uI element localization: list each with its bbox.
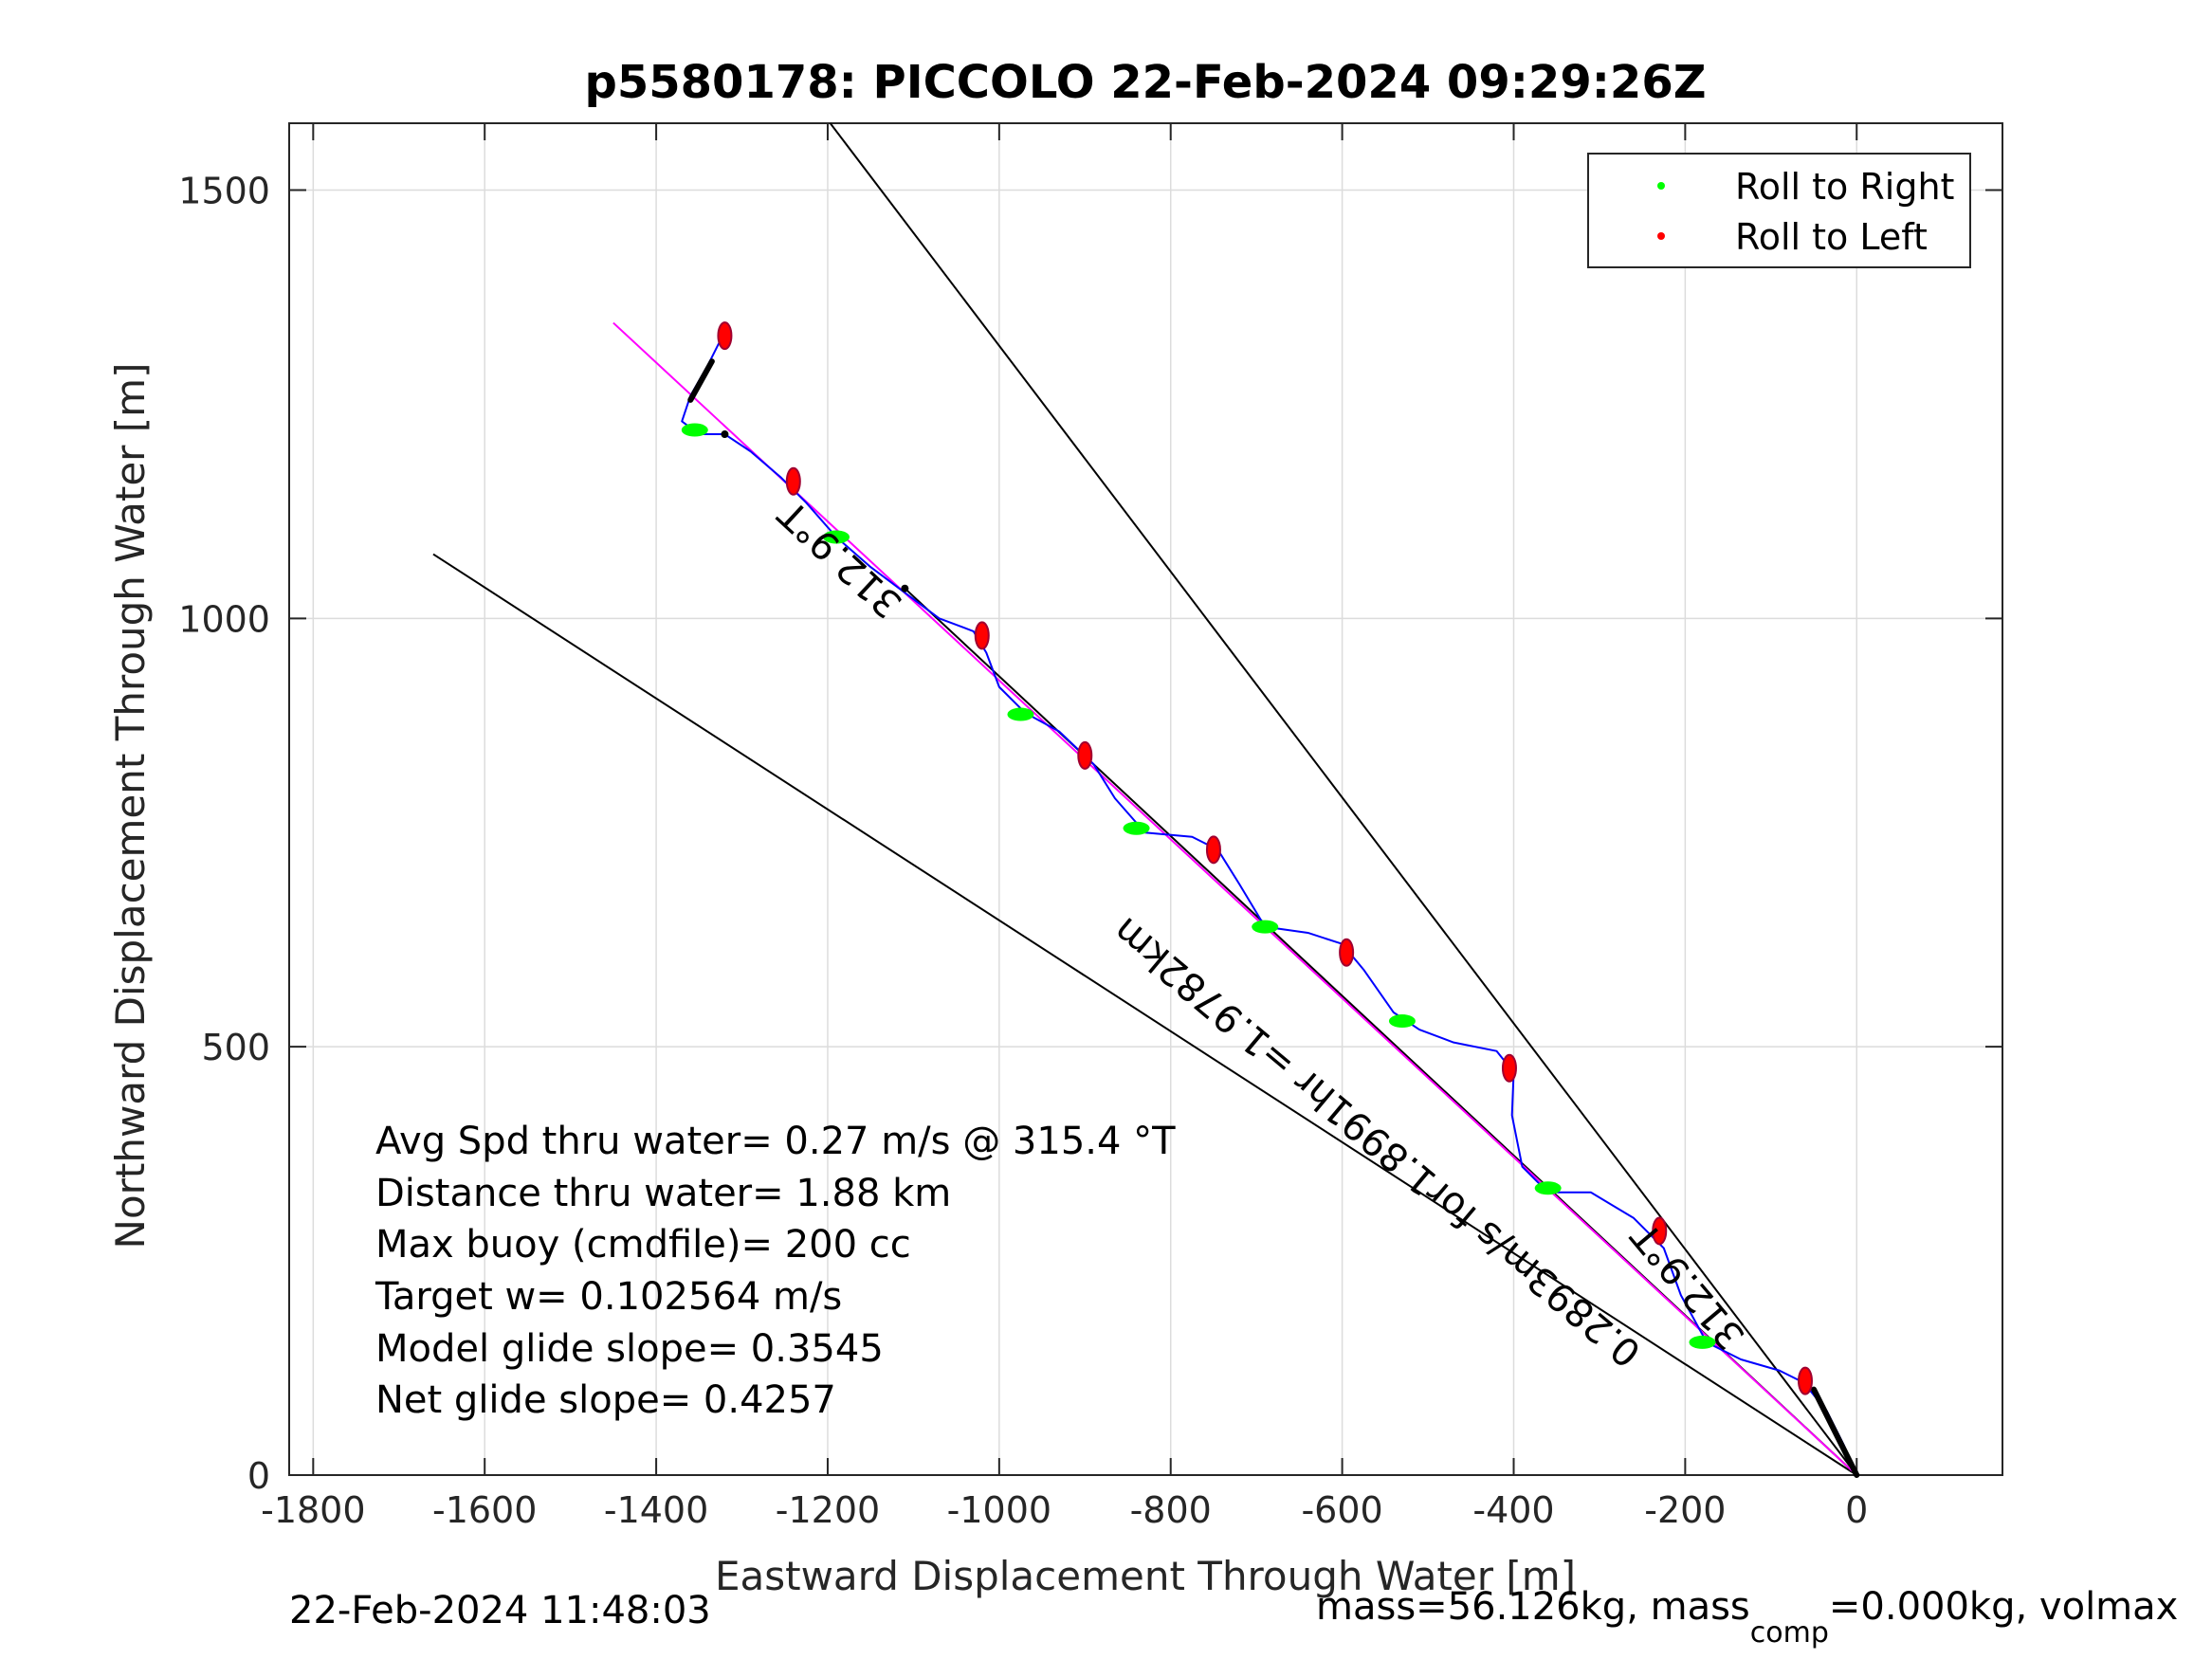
- roll-right-point: [1689, 1335, 1716, 1349]
- roll-right-point: [823, 530, 850, 544]
- x-tick-label: -1600: [432, 1489, 537, 1531]
- legend: Roll to Right Roll to Left: [1587, 153, 1971, 268]
- footer-mass-b: =0.000kg, volmax: [1829, 1585, 2178, 1629]
- x-tick-label: -400: [1472, 1489, 1554, 1531]
- plot-marks: [681, 321, 1813, 1395]
- y-tick-label: 1500: [178, 170, 270, 211]
- waypoint-marker: [721, 430, 729, 439]
- roll-left-point: [1077, 740, 1093, 770]
- legend-marker-roll-right: [1657, 182, 1665, 190]
- roll-left-point: [1205, 835, 1221, 865]
- roll-left-point: [785, 466, 801, 496]
- roll-left-point: [717, 321, 733, 351]
- x-tick-label: 0: [1845, 1489, 1868, 1531]
- axes-frame: [288, 122, 2003, 1476]
- legend-box: [1587, 153, 1971, 268]
- roll-right-point: [1007, 707, 1034, 721]
- y-tick-label: 500: [201, 1027, 270, 1068]
- chart-title: p5580178: PICCOLO 22-Feb-2024 09:29:26Z: [584, 56, 1706, 109]
- track-end-segment: [687, 358, 715, 403]
- roll-right-point: [1534, 1181, 1562, 1195]
- footer-mass-sub: comp: [1750, 1616, 1829, 1650]
- roll-left-point: [1339, 938, 1355, 967]
- x-tick-label: -1200: [776, 1489, 880, 1531]
- y-tick-label: 1000: [178, 598, 270, 640]
- x-tick-label: -200: [1644, 1489, 1726, 1531]
- legend-label-roll-left: Roll to Left: [1735, 216, 1928, 258]
- footer-timestamp: 22-Feb-2024 11:48:03: [289, 1589, 711, 1632]
- x-tick-label: -1000: [947, 1489, 1051, 1531]
- footer-mass-a: mass=56.126kg, mass: [1316, 1585, 1750, 1629]
- y-axis-label: Northward Displacement Through Water [m]: [107, 363, 154, 1249]
- roll-right-point: [1252, 920, 1279, 934]
- waypoint-marker: [901, 584, 909, 592]
- y-tick-label: 0: [247, 1455, 270, 1497]
- wedge-line: [432, 553, 1857, 1476]
- stat-line: Net glide slope= 0.4257: [375, 1378, 836, 1422]
- glider-track: [681, 331, 1858, 1476]
- stat-line: Distance thru water= 1.88 km: [375, 1172, 951, 1215]
- mean-heading-line: [612, 321, 1857, 1476]
- stats-box: Avg Spd thru water= 0.27 m/s @ 315.4 °T …: [375, 1120, 1176, 1422]
- roll-right-point: [1388, 1014, 1416, 1029]
- x-tick-label: -600: [1301, 1489, 1382, 1531]
- roll-left-point: [1501, 1053, 1517, 1083]
- legend-label-roll-right: Roll to Right: [1735, 166, 1954, 208]
- wedge-line: [829, 122, 1858, 1476]
- x-tick-label: -1800: [261, 1489, 365, 1531]
- x-tick-label: -800: [1130, 1489, 1212, 1531]
- stat-line: Model glide slope= 0.3545: [375, 1327, 884, 1371]
- legend-marker-roll-left: [1657, 232, 1665, 240]
- footer-mass-info: mass=56.126kg, masscomp=0.000kg, volmax: [1316, 1585, 2178, 1650]
- x-tick-label: -1400: [604, 1489, 708, 1531]
- stat-line: Avg Spd thru water= 0.27 m/s @ 315.4 °T: [375, 1120, 1176, 1163]
- roll-left-point: [974, 621, 990, 650]
- plot-area-border: [288, 122, 2003, 1476]
- roll-left-point: [1652, 1216, 1668, 1246]
- roll-right-point: [1123, 821, 1150, 835]
- stat-line: Target w= 0.102564 m/s: [375, 1275, 842, 1319]
- stat-line: Max buoy (cmdfile)= 200 cc: [375, 1223, 911, 1267]
- roll-left-point: [1797, 1366, 1813, 1395]
- plot-lines: [432, 122, 1860, 1478]
- x-axis-label: Eastward Displacement Through Water [m]: [715, 1553, 1576, 1599]
- roll-right-point: [681, 423, 708, 437]
- track-start-segment: [1811, 1386, 1860, 1478]
- axis-ticks: -1800 -1600 -1400 -1200 -1000 -800 -600 -400 -20…: [178, 123, 2002, 1531]
